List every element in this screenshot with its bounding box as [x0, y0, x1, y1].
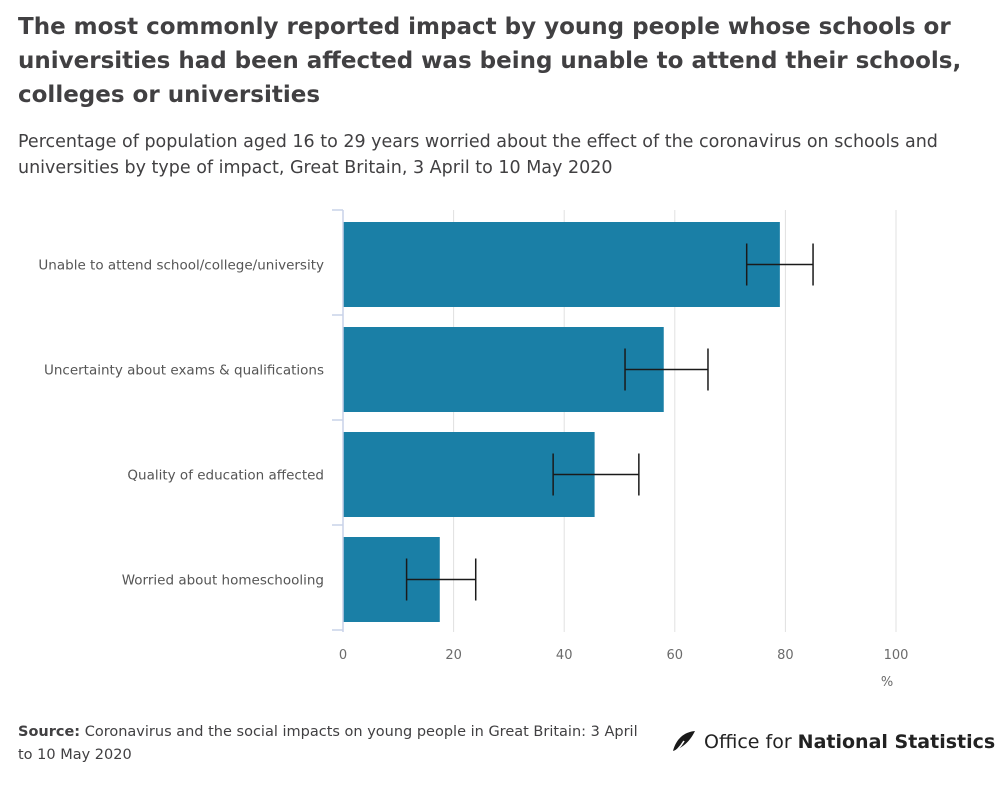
ons-logo[interactable]: Office for National Statistics [670, 727, 995, 757]
x-tick-label: 0 [339, 648, 347, 663]
category-label: Quality of education affected [127, 468, 324, 484]
x-tick-label: 80 [777, 648, 794, 663]
chart-subtitle: Percentage of population aged 16 to 29 y… [18, 132, 938, 178]
x-tick-label: 20 [445, 648, 462, 663]
error-bar [624, 348, 709, 391]
category-label: Unable to attend school/college/universi… [38, 258, 324, 274]
x-tick-labels: 0 20 40 60 80 100 [339, 648, 909, 663]
source-label: Source: [18, 724, 81, 740]
source-text: Coronavirus and the social impacts on yo… [18, 724, 638, 763]
logo-text-bold: National Statistics [797, 731, 996, 753]
bar[interactable] [343, 327, 664, 412]
x-axis-label: % [881, 675, 893, 690]
x-tick-label: 40 [556, 648, 573, 663]
logo-text-light: Office for [704, 731, 798, 753]
bars [343, 222, 780, 622]
ons-logo-icon [670, 731, 695, 755]
y-axis [332, 209, 344, 632]
category-labels: Unable to attend school/college/universi… [38, 258, 324, 589]
error-bars [405, 243, 814, 601]
bar-chart: Unable to attend school/college/universi… [38, 209, 909, 690]
error-bar [745, 243, 814, 286]
error-bar [405, 558, 477, 601]
x-tick-label: 100 [884, 648, 909, 663]
category-label: Uncertainty about exams & qualifications [44, 363, 324, 379]
x-tick-label: 60 [667, 648, 684, 663]
bar[interactable] [343, 222, 780, 307]
category-label: Worried about homeschooling [122, 573, 324, 589]
chart-title: The most commonly reported impact by you… [18, 14, 962, 108]
error-bar [552, 453, 640, 496]
source-note: Source: Coronavirus and the social impac… [18, 721, 638, 767]
